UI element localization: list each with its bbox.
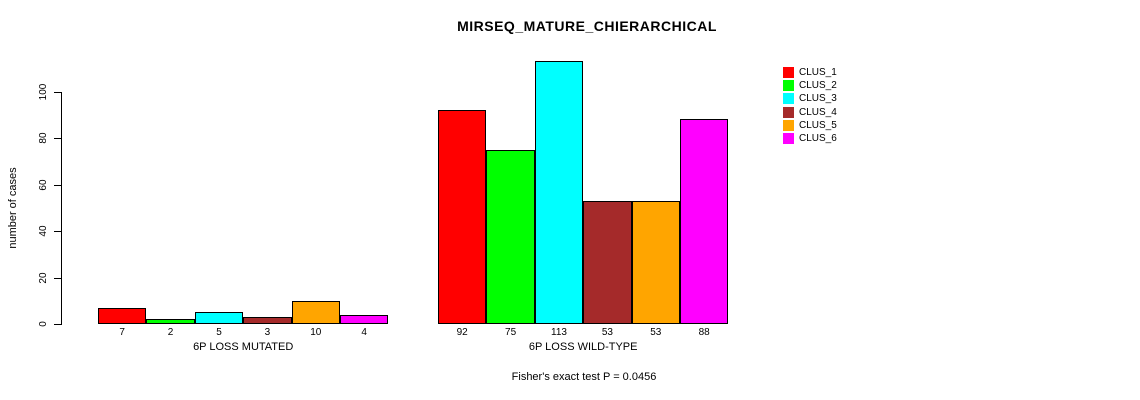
legend-item-clus_4: CLUS_4 [783,106,837,119]
y-axis-title: number of cases [7,167,19,249]
y-axis-tick [54,138,61,139]
y-axis-tick-label: 80 [38,132,49,144]
y-axis-tick [54,277,61,279]
legend-label: CLUS_1 [799,67,837,79]
bar-value-label: 75 [505,327,517,338]
legend-item-clus_3: CLUS_3 [783,92,837,105]
bar-value-label: 3 [264,327,271,338]
bar-value-label: 113 [551,327,567,338]
y-axis-tick [54,324,61,325]
legend-swatch [783,106,794,118]
bar-value-label: 4 [361,327,367,338]
legend-item-clus_1: CLUS_1 [783,66,837,79]
y-axis-line [61,91,62,325]
x-axis-group-label: 6P LOSS MUTATED [193,341,294,353]
legend-swatch [783,80,794,92]
y-axis-tick-label: 100 [38,83,49,100]
y-axis-tick-label: 0 [38,321,49,327]
bar-value-label: 2 [167,327,174,338]
chart-title: MIRSEQ_MATURE_CHIERARCHICAL [457,18,717,34]
legend-label: CLUS_2 [799,80,837,92]
bar-clus_1-wild-type [438,110,487,324]
legend-label: CLUS_6 [799,133,837,145]
legend: CLUS_1 CLUS_2 CLUS_3 CLUS_4 CLUS_5 CLUS_6 [783,66,837,145]
bar-clus_6-mutated [340,314,389,324]
legend-swatch [783,133,794,145]
bar-clus_3-mutated [194,312,244,324]
bar-value-label: 5 [216,327,222,338]
x-axis-group-label: 6P LOSS WILD-TYPE [528,341,638,353]
bar-clus_2-mutated [146,319,195,324]
bar-clus_5-mutated [291,300,340,324]
bar-value-label: 53 [601,327,613,338]
bar-clus_1-mutated [98,307,147,324]
bar-value-label: 7 [119,327,125,338]
legend-swatch [783,93,794,105]
y-axis-tick-label: 20 [38,271,49,284]
bar-clus_2-wild-type [486,149,535,324]
bar-clus_4-mutated [243,317,292,324]
legend-swatch [783,119,794,131]
bar-clus_3-wild-type [534,61,584,324]
y-axis-tick [54,91,61,93]
legend-item-clus_6: CLUS_6 [783,132,837,145]
legend-label: CLUS_4 [799,106,837,118]
bar-clus_6-wild-type [680,119,729,324]
fisher-test-annotation: Fisher's exact test P = 0.0456 [511,371,657,383]
bar-clus_4-wild-type [583,200,632,324]
bar-value-label: 10 [310,327,322,338]
legend-label: CLUS_5 [799,119,837,131]
bar-value-label: 53 [650,327,662,338]
bar-clus_5-wild-type [631,200,680,324]
y-axis-tick-label: 40 [38,225,49,237]
y-axis-tick-label: 60 [38,178,49,191]
legend-swatch [783,67,794,79]
legend-label: CLUS_3 [799,93,837,105]
legend-item-clus_5: CLUS_5 [783,119,837,132]
bar-value-label: 92 [456,327,468,338]
y-axis-tick [54,231,61,232]
legend-item-clus_2: CLUS_2 [783,79,837,92]
bar-value-label: 88 [698,327,710,338]
y-axis-tick [54,184,61,186]
